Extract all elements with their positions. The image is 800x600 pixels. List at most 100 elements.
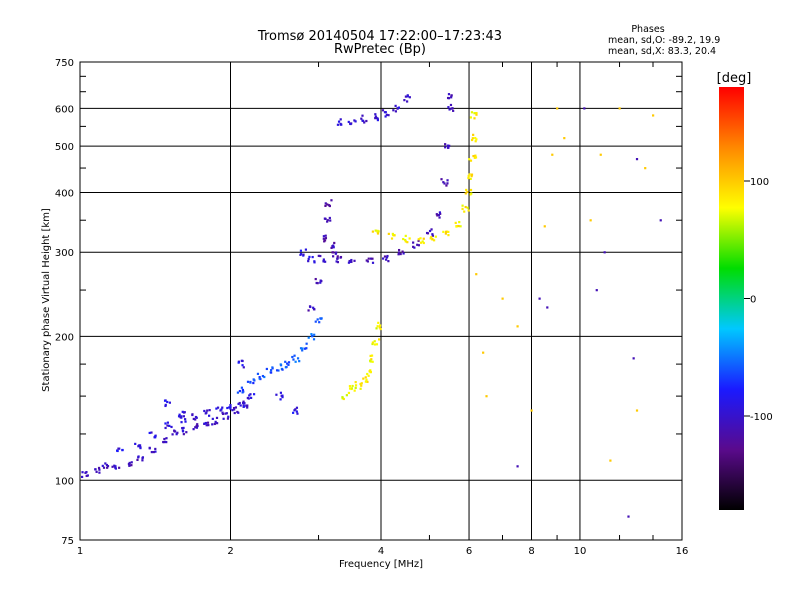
data-point bbox=[152, 450, 155, 454]
data-point bbox=[422, 241, 425, 245]
data-point bbox=[226, 406, 229, 410]
data-point bbox=[233, 408, 236, 411]
data-point bbox=[102, 466, 106, 469]
data-point bbox=[474, 156, 478, 159]
data-point bbox=[381, 257, 385, 260]
data-point bbox=[225, 412, 228, 415]
data-point bbox=[287, 361, 291, 364]
data-point bbox=[361, 119, 364, 122]
data-point bbox=[241, 401, 245, 405]
data-point bbox=[205, 424, 208, 427]
data-point bbox=[360, 384, 363, 387]
data-point bbox=[347, 391, 351, 395]
data-point bbox=[447, 230, 450, 233]
data-point bbox=[385, 256, 389, 259]
data-point bbox=[436, 214, 439, 217]
data-point bbox=[237, 361, 240, 364]
data-point bbox=[467, 176, 470, 180]
data-point bbox=[398, 251, 401, 254]
data-point bbox=[333, 241, 336, 245]
data-point bbox=[387, 260, 390, 263]
data-point bbox=[447, 106, 450, 109]
data-point bbox=[430, 236, 433, 239]
data-point bbox=[300, 252, 303, 255]
data-point bbox=[635, 158, 639, 161]
colorbar-ticks: 100 0 -100 bbox=[744, 177, 773, 423]
data-point bbox=[406, 241, 409, 244]
data-point bbox=[339, 118, 342, 121]
data-point bbox=[330, 199, 333, 202]
data-point bbox=[95, 470, 98, 473]
data-point bbox=[447, 234, 450, 237]
data-point bbox=[353, 119, 356, 122]
data-point bbox=[376, 119, 379, 122]
data-point bbox=[130, 464, 133, 467]
data-point bbox=[116, 449, 119, 453]
data-point bbox=[328, 204, 331, 208]
data-point bbox=[404, 234, 407, 237]
data-point bbox=[319, 281, 322, 284]
data-point bbox=[221, 406, 224, 409]
data-point bbox=[370, 354, 374, 357]
data-point bbox=[383, 255, 387, 258]
data-point bbox=[322, 235, 325, 238]
data-point bbox=[275, 393, 278, 396]
data-point bbox=[215, 407, 218, 410]
data-point bbox=[307, 309, 310, 312]
data-point bbox=[164, 404, 167, 408]
data-point bbox=[280, 394, 283, 397]
data-point bbox=[85, 474, 88, 478]
data-point bbox=[281, 368, 284, 371]
data-point bbox=[263, 375, 266, 379]
data-point bbox=[422, 237, 425, 240]
data-point bbox=[431, 233, 434, 236]
data-point bbox=[227, 415, 230, 418]
data-point bbox=[501, 297, 504, 300]
data-point bbox=[318, 321, 321, 324]
data-point bbox=[154, 447, 157, 451]
phases-x-stats: mean, sd,X: 83.3, 20.4 bbox=[608, 46, 716, 57]
data-point bbox=[447, 97, 451, 100]
data-point bbox=[445, 230, 448, 233]
data-point bbox=[393, 234, 396, 237]
data-point bbox=[473, 112, 476, 115]
data-point bbox=[114, 465, 117, 468]
data-point bbox=[106, 465, 110, 468]
data-point bbox=[310, 333, 313, 336]
data-point bbox=[315, 281, 318, 285]
data-point bbox=[469, 188, 473, 192]
data-point bbox=[385, 113, 388, 116]
data-point bbox=[397, 106, 400, 109]
data-point bbox=[404, 95, 408, 98]
data-point bbox=[354, 384, 358, 387]
data-point bbox=[337, 120, 341, 123]
data-point bbox=[335, 260, 338, 263]
data-point bbox=[301, 347, 304, 350]
data-point bbox=[279, 363, 282, 366]
data-point bbox=[408, 237, 411, 240]
data-point bbox=[371, 360, 374, 363]
data-point bbox=[635, 409, 639, 412]
data-point bbox=[467, 174, 470, 178]
data-point bbox=[475, 113, 478, 116]
data-point bbox=[589, 219, 592, 222]
data-point bbox=[252, 393, 256, 396]
data-point bbox=[402, 237, 405, 241]
data-point bbox=[311, 335, 314, 338]
data-point bbox=[163, 437, 166, 441]
data-point bbox=[351, 384, 354, 388]
data-point bbox=[464, 205, 467, 209]
data-point bbox=[350, 387, 353, 390]
data-point bbox=[546, 306, 549, 309]
colorbar bbox=[719, 87, 744, 510]
data-point bbox=[261, 374, 265, 378]
data-point bbox=[371, 261, 375, 264]
data-point bbox=[121, 448, 124, 452]
data-point bbox=[349, 122, 352, 126]
data-point bbox=[128, 461, 131, 465]
data-point bbox=[469, 177, 472, 180]
data-point bbox=[466, 190, 469, 194]
data-point bbox=[366, 260, 370, 263]
data-point bbox=[242, 400, 245, 403]
